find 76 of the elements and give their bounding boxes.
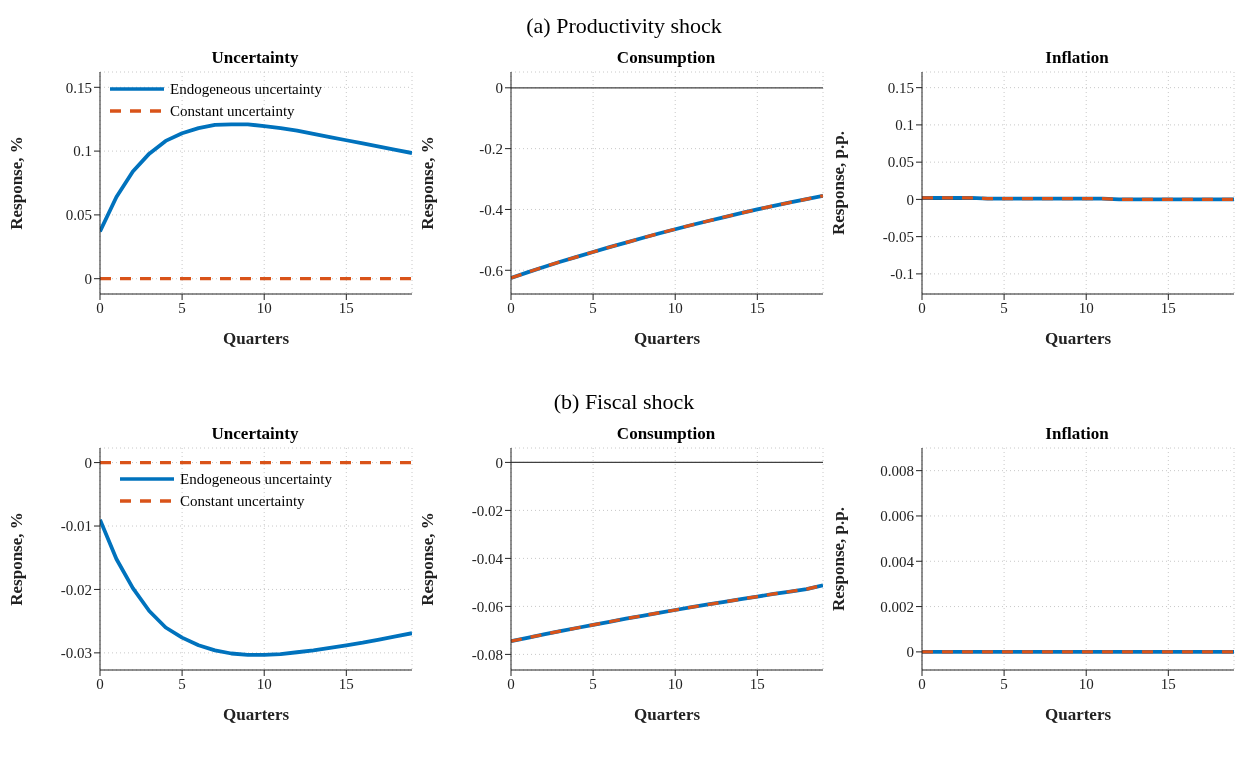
y-axis-title: Response, p.p. bbox=[829, 131, 849, 235]
y-tick-label: -0.08 bbox=[471, 646, 503, 663]
y-tick-label: -0.05 bbox=[882, 228, 914, 245]
y-tick-label: 0.1 bbox=[895, 117, 914, 134]
y-axis-title: Response, p.p. bbox=[829, 507, 849, 611]
x-tick-label: 5 bbox=[589, 299, 597, 316]
y-axis-title: Response, % bbox=[7, 136, 27, 230]
y-axis-title: Response, % bbox=[7, 512, 27, 606]
chart-title: Consumption bbox=[615, 424, 717, 444]
legend-label: Endogeneous uncertainty bbox=[170, 80, 323, 98]
y-tick-label: 0 bbox=[84, 271, 92, 288]
x-tick-label: 0 bbox=[507, 299, 515, 316]
x-axis-title: Quarters bbox=[1044, 329, 1112, 348]
y-tick-label: 0.006 bbox=[880, 508, 915, 525]
y-tick-label: -0.4 bbox=[479, 201, 504, 218]
x-tick-label: 5 bbox=[178, 299, 186, 316]
y-axis-title: Response, % bbox=[418, 136, 438, 230]
y-tick-label: -0.01 bbox=[60, 518, 92, 535]
y-tick-label: 0.15 bbox=[65, 79, 92, 96]
x-tick-label: 10 bbox=[256, 299, 272, 316]
y-tick-label: 0.15 bbox=[887, 79, 914, 96]
y-tick-label: 0 bbox=[495, 454, 503, 471]
x-tick-label: 5 bbox=[1000, 299, 1008, 316]
y-tick-label: -0.1 bbox=[890, 266, 914, 283]
x-tick-label: 0 bbox=[918, 299, 926, 316]
y-tick-label: -0.6 bbox=[479, 262, 504, 279]
x-tick-label: 10 bbox=[667, 299, 683, 316]
text: (a) Productivity shock bbox=[526, 13, 722, 39]
x-tick-label: 10 bbox=[1078, 299, 1094, 316]
x-tick-label: 0 bbox=[918, 675, 926, 692]
chart-title: Inflation bbox=[1044, 424, 1110, 444]
y-tick-label: 0.002 bbox=[880, 598, 914, 615]
y-tick-label: 0 bbox=[495, 80, 503, 97]
y-tick-label: 0.1 bbox=[73, 143, 92, 160]
x-axis-title: Quarters bbox=[222, 329, 290, 348]
x-tick-label: 15 bbox=[338, 299, 354, 316]
x-tick-label: 0 bbox=[96, 299, 104, 316]
y-tick-label: -0.02 bbox=[60, 581, 92, 598]
x-tick-label: 0 bbox=[507, 675, 515, 692]
y-axis-title: Response, % bbox=[418, 512, 438, 606]
legend-label: Endogeneous uncertainty bbox=[180, 470, 333, 488]
y-tick-label: -0.2 bbox=[479, 140, 503, 157]
x-tick-label: 10 bbox=[256, 675, 272, 692]
y-tick-label: 0.008 bbox=[880, 462, 914, 479]
y-tick-label: 0.004 bbox=[880, 553, 915, 570]
y-tick-label: -0.06 bbox=[471, 598, 504, 615]
x-axis-title: Quarters bbox=[633, 329, 701, 348]
x-tick-label: 10 bbox=[1078, 675, 1094, 692]
x-tick-label: 15 bbox=[749, 299, 765, 316]
y-tick-label: -0.04 bbox=[471, 550, 504, 567]
y-tick-label: 0 bbox=[84, 454, 92, 471]
legend-label: Constant uncertainty bbox=[180, 492, 305, 510]
x-tick-label: 5 bbox=[178, 675, 186, 692]
x-tick-label: 15 bbox=[338, 675, 354, 692]
x-tick-label: 15 bbox=[1160, 299, 1176, 316]
x-tick-label: 5 bbox=[589, 675, 597, 692]
y-tick-label: 0.05 bbox=[887, 154, 914, 171]
y-tick-label: -0.03 bbox=[60, 645, 92, 662]
chart-title: Consumption bbox=[615, 48, 717, 68]
legend-label: Constant uncertainty bbox=[170, 102, 295, 120]
x-tick-label: 0 bbox=[96, 675, 104, 692]
x-tick-label: 15 bbox=[1160, 675, 1176, 692]
x-axis-title: Quarters bbox=[222, 705, 290, 724]
x-axis-title: Quarters bbox=[633, 705, 701, 724]
y-tick-label: 0 bbox=[906, 644, 914, 661]
chart-title: Inflation bbox=[1044, 48, 1110, 68]
x-tick-label: 10 bbox=[667, 675, 683, 692]
chart-title: Uncertainty bbox=[210, 48, 300, 68]
x-tick-label: 5 bbox=[1000, 675, 1008, 692]
y-tick-label: -0.02 bbox=[471, 502, 503, 519]
chart-title: Uncertainty bbox=[210, 424, 300, 444]
text: (b) Fiscal shock bbox=[553, 389, 695, 415]
y-tick-label: 0 bbox=[906, 191, 914, 208]
x-axis-title: Quarters bbox=[1044, 705, 1112, 724]
y-tick-label: 0.05 bbox=[65, 207, 92, 224]
x-tick-label: 15 bbox=[749, 675, 765, 692]
